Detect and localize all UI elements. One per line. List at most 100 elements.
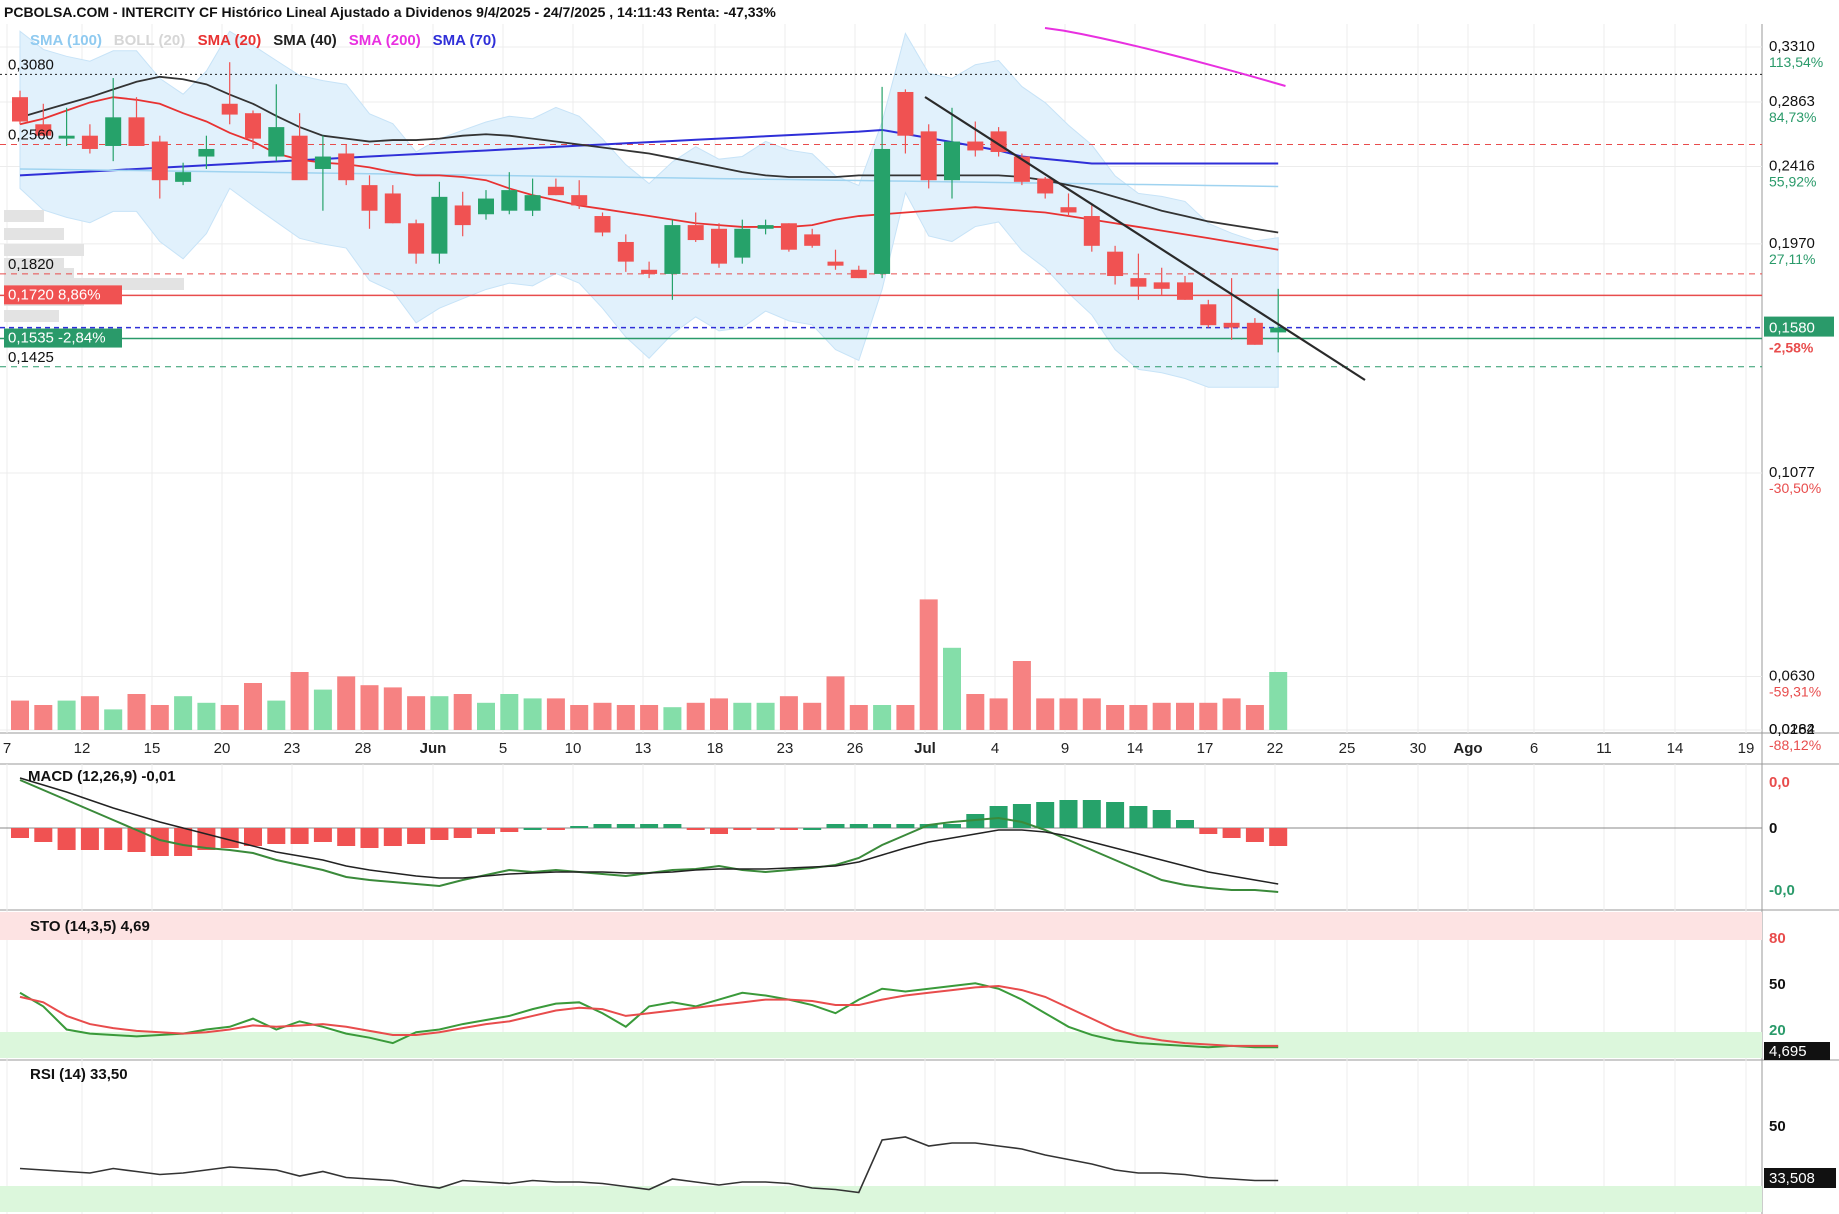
sto-overbought-zone xyxy=(0,912,1762,940)
sma100-line xyxy=(19,168,1279,188)
y-tick-pct: 27,11% xyxy=(1769,251,1815,267)
volume-profile-bar xyxy=(4,228,64,240)
volume-bar xyxy=(500,694,519,730)
last-price-label: 0,1580 xyxy=(1769,320,1815,337)
volume-bar xyxy=(1082,698,1101,730)
macd-histogram-bar xyxy=(477,828,495,834)
candle-body xyxy=(35,124,52,136)
candle-body xyxy=(780,223,797,250)
level-badge-label: 0,1535 -2,84% xyxy=(8,330,106,347)
x-tick-label: Jun xyxy=(420,740,447,757)
macd-histogram-bar xyxy=(710,828,728,834)
x-tick-label: 25 xyxy=(1339,740,1356,757)
legend-entry: SMA (20) xyxy=(198,32,262,49)
candle-body xyxy=(687,225,704,241)
x-tick-label: 15 xyxy=(144,740,161,757)
y-tick-label: 0,1970 xyxy=(1769,235,1815,252)
volume-bar xyxy=(34,705,53,730)
candle-body xyxy=(734,228,751,258)
candle-body xyxy=(920,131,937,181)
y-tick-label: 0,1077 xyxy=(1769,464,1815,481)
macd-histogram-bar xyxy=(11,828,29,838)
trend-line xyxy=(924,96,1366,381)
x-tick-label: 30 xyxy=(1410,740,1427,757)
volume-bar xyxy=(966,694,985,730)
candle-body xyxy=(314,156,331,169)
macd-histogram-bar xyxy=(383,828,402,846)
sto-tick: 80 xyxy=(1769,930,1786,947)
macd-histogram-bar xyxy=(873,824,892,828)
macd-histogram-bar xyxy=(1222,828,1241,838)
x-tick-label: Ago xyxy=(1453,740,1482,757)
volume-bar xyxy=(1176,702,1194,730)
macd-histogram-bar xyxy=(523,828,542,830)
macd-histogram-bar xyxy=(57,828,76,850)
macd-histogram-bar xyxy=(220,828,239,848)
candle-body xyxy=(547,186,564,196)
candle-body xyxy=(594,216,611,233)
x-tick-label: 6 xyxy=(1530,740,1538,757)
candle-body xyxy=(664,225,681,274)
macd-histogram-bar xyxy=(360,828,379,848)
volume-bar xyxy=(873,705,892,730)
macd-histogram-bar xyxy=(686,828,705,830)
volume-bar xyxy=(733,702,752,730)
macd-tick: 0,0 xyxy=(1769,774,1790,791)
x-tick-label: 22 xyxy=(1267,740,1284,757)
y-tick-label: 0,0262 xyxy=(1769,721,1815,738)
macd-histogram-bar xyxy=(1199,828,1218,834)
candle-body xyxy=(1060,207,1077,213)
macd-histogram-bar xyxy=(34,828,53,842)
candle-body xyxy=(1200,304,1217,326)
candle-body xyxy=(384,193,401,224)
candle-body xyxy=(1270,327,1287,333)
candle-body xyxy=(874,148,891,274)
volume-bar xyxy=(826,676,845,730)
x-tick-label: 11 xyxy=(1596,740,1612,757)
macd-histogram-bar xyxy=(337,828,356,846)
candle-body xyxy=(1153,282,1170,289)
candle-body xyxy=(571,195,588,206)
volume-bar xyxy=(616,705,635,730)
candle-body xyxy=(1037,178,1054,194)
macd-histogram-bar xyxy=(826,824,845,828)
volume-bar xyxy=(337,676,356,730)
macd-histogram-bar xyxy=(1129,806,1148,828)
level-label: 0,1425 xyxy=(8,349,54,366)
macd-histogram-bar xyxy=(1176,820,1194,828)
x-tick-label: 26 xyxy=(847,740,864,757)
macd-histogram-bar xyxy=(593,824,612,828)
sto-k-line xyxy=(19,982,1279,1049)
x-tick-label: 7 xyxy=(3,740,11,757)
macd-histogram-bar xyxy=(174,828,193,856)
level-badge-label: 0,1720 8,86% xyxy=(8,286,101,303)
candle-body xyxy=(524,195,541,211)
volume-bar xyxy=(1222,698,1241,730)
y-tick-label: 0,2863 xyxy=(1769,93,1815,110)
y-tick-label: 0,0630 xyxy=(1769,667,1815,684)
x-tick-label: 23 xyxy=(284,740,301,757)
macd-histogram-bar xyxy=(570,826,589,828)
legend-entry: SMA (70) xyxy=(433,32,497,49)
volume-bar xyxy=(127,694,146,730)
volume-bar xyxy=(803,702,822,730)
candle-body xyxy=(501,190,518,211)
candle-body xyxy=(478,198,494,215)
volume-bar xyxy=(919,599,938,730)
macd-histogram-bar xyxy=(127,828,146,852)
macd-histogram-bar xyxy=(313,828,332,842)
macd-histogram-bar xyxy=(756,828,775,830)
candle-body xyxy=(198,148,215,157)
volume-bar xyxy=(244,683,262,730)
candle-body xyxy=(268,127,285,157)
macd-histogram-bar xyxy=(1082,800,1101,828)
candle-body xyxy=(151,141,168,181)
macd-histogram-bar xyxy=(943,824,961,828)
candle-body xyxy=(1130,278,1147,287)
macd-tick: -0,0 xyxy=(1769,882,1795,899)
volume-bar xyxy=(104,709,123,730)
legend-entry: SMA (100) xyxy=(30,32,102,49)
sto-oversold-zone xyxy=(0,1032,1762,1058)
macd-histogram-bar xyxy=(779,828,798,830)
